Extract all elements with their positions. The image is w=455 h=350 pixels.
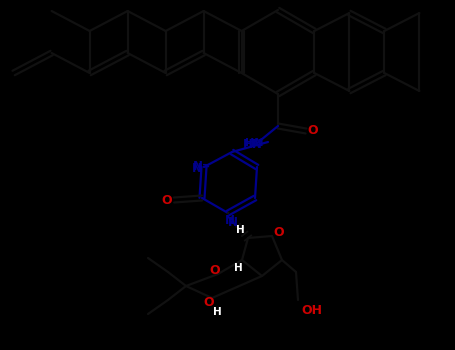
- Text: N: N: [225, 215, 235, 228]
- Text: O: O: [274, 226, 284, 239]
- Text: N: N: [193, 161, 203, 174]
- Text: O: O: [162, 194, 172, 206]
- Text: H: H: [233, 263, 243, 273]
- Text: H: H: [236, 225, 244, 235]
- Text: OH: OH: [301, 303, 322, 316]
- Text: HN: HN: [243, 138, 263, 150]
- Text: H: H: [212, 307, 222, 317]
- Text: =: =: [202, 161, 210, 171]
- Text: HN: HN: [245, 138, 263, 148]
- Text: O: O: [308, 125, 318, 138]
- Text: N: N: [228, 216, 238, 229]
- Text: O: O: [210, 264, 220, 276]
- Text: O: O: [204, 295, 214, 308]
- Text: N: N: [192, 161, 202, 175]
